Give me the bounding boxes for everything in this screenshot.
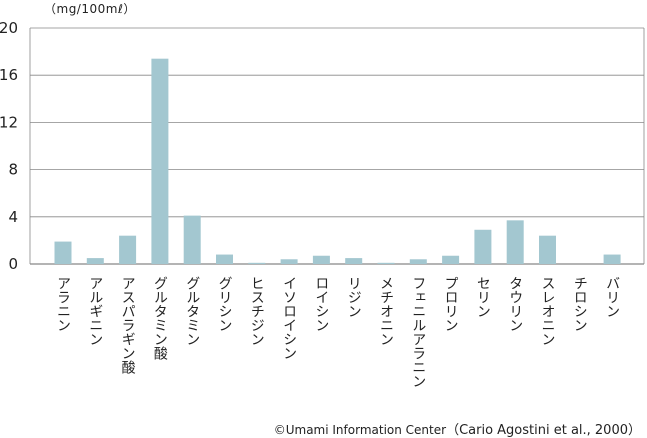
x-tick-label: チロシン: [571, 276, 588, 332]
bar: [280, 259, 298, 264]
y-tick-label: 0: [8, 255, 18, 273]
x-tick-label: アルギニン: [87, 276, 104, 346]
x-tick-label: スレオニン: [539, 276, 556, 346]
x-tick-label: イソロイシン: [281, 276, 298, 360]
y-tick-label: 12: [0, 113, 18, 131]
bar: [216, 254, 233, 264]
x-tick-label: グルタミン酸: [151, 276, 168, 360]
x-tick-label: アスパラギン酸: [119, 276, 136, 374]
source-citation: （Cario Agostini et al., 2000）: [446, 423, 641, 438]
bars: [54, 58, 621, 265]
y-tick-label: 20: [0, 19, 18, 37]
bar: [345, 258, 363, 264]
x-tick-label: ロイシン: [313, 276, 330, 332]
x-tick-label: プロリン: [442, 276, 459, 332]
x-tick-label: グルタミン: [184, 276, 201, 346]
y-tick-label: 4: [8, 208, 18, 226]
bar: [312, 255, 330, 264]
x-tick-label: アラニン: [55, 276, 71, 332]
y-tick-label: 8: [8, 161, 18, 179]
x-tick-label: ヒスチジン: [248, 276, 265, 346]
x-tick-label: バリン: [604, 276, 621, 318]
bar: [377, 262, 395, 264]
bar: [506, 220, 524, 264]
bar: [442, 255, 460, 264]
x-tick-label: リジン: [345, 276, 362, 318]
bar: [603, 254, 621, 264]
credit-text: ©Umami Information Center: [273, 423, 447, 437]
y-unit-label: （mg/100mℓ）: [44, 2, 136, 16]
gridlines: [30, 27, 644, 265]
bar: [86, 258, 104, 264]
x-tick-label: フェニルアラニン: [410, 276, 427, 388]
bar: [54, 241, 72, 264]
x-tick-label: グリシン: [216, 276, 233, 332]
bar: [248, 262, 266, 264]
bar: [151, 58, 169, 265]
bar: [539, 235, 556, 264]
x-tick-label: メチオニン: [378, 276, 394, 346]
bar: [183, 215, 201, 264]
bar: [409, 259, 427, 264]
bar: [474, 229, 492, 264]
credit-line: ©Umami Information Center（Cario Agostini…: [274, 419, 641, 438]
bar: [119, 235, 137, 264]
x-tick-label: セリン: [474, 276, 491, 318]
axes: 0 4 8 12 16 20: [0, 19, 645, 273]
y-tick-label: 16: [0, 66, 18, 84]
x-tick-label: タウリン: [507, 276, 524, 332]
